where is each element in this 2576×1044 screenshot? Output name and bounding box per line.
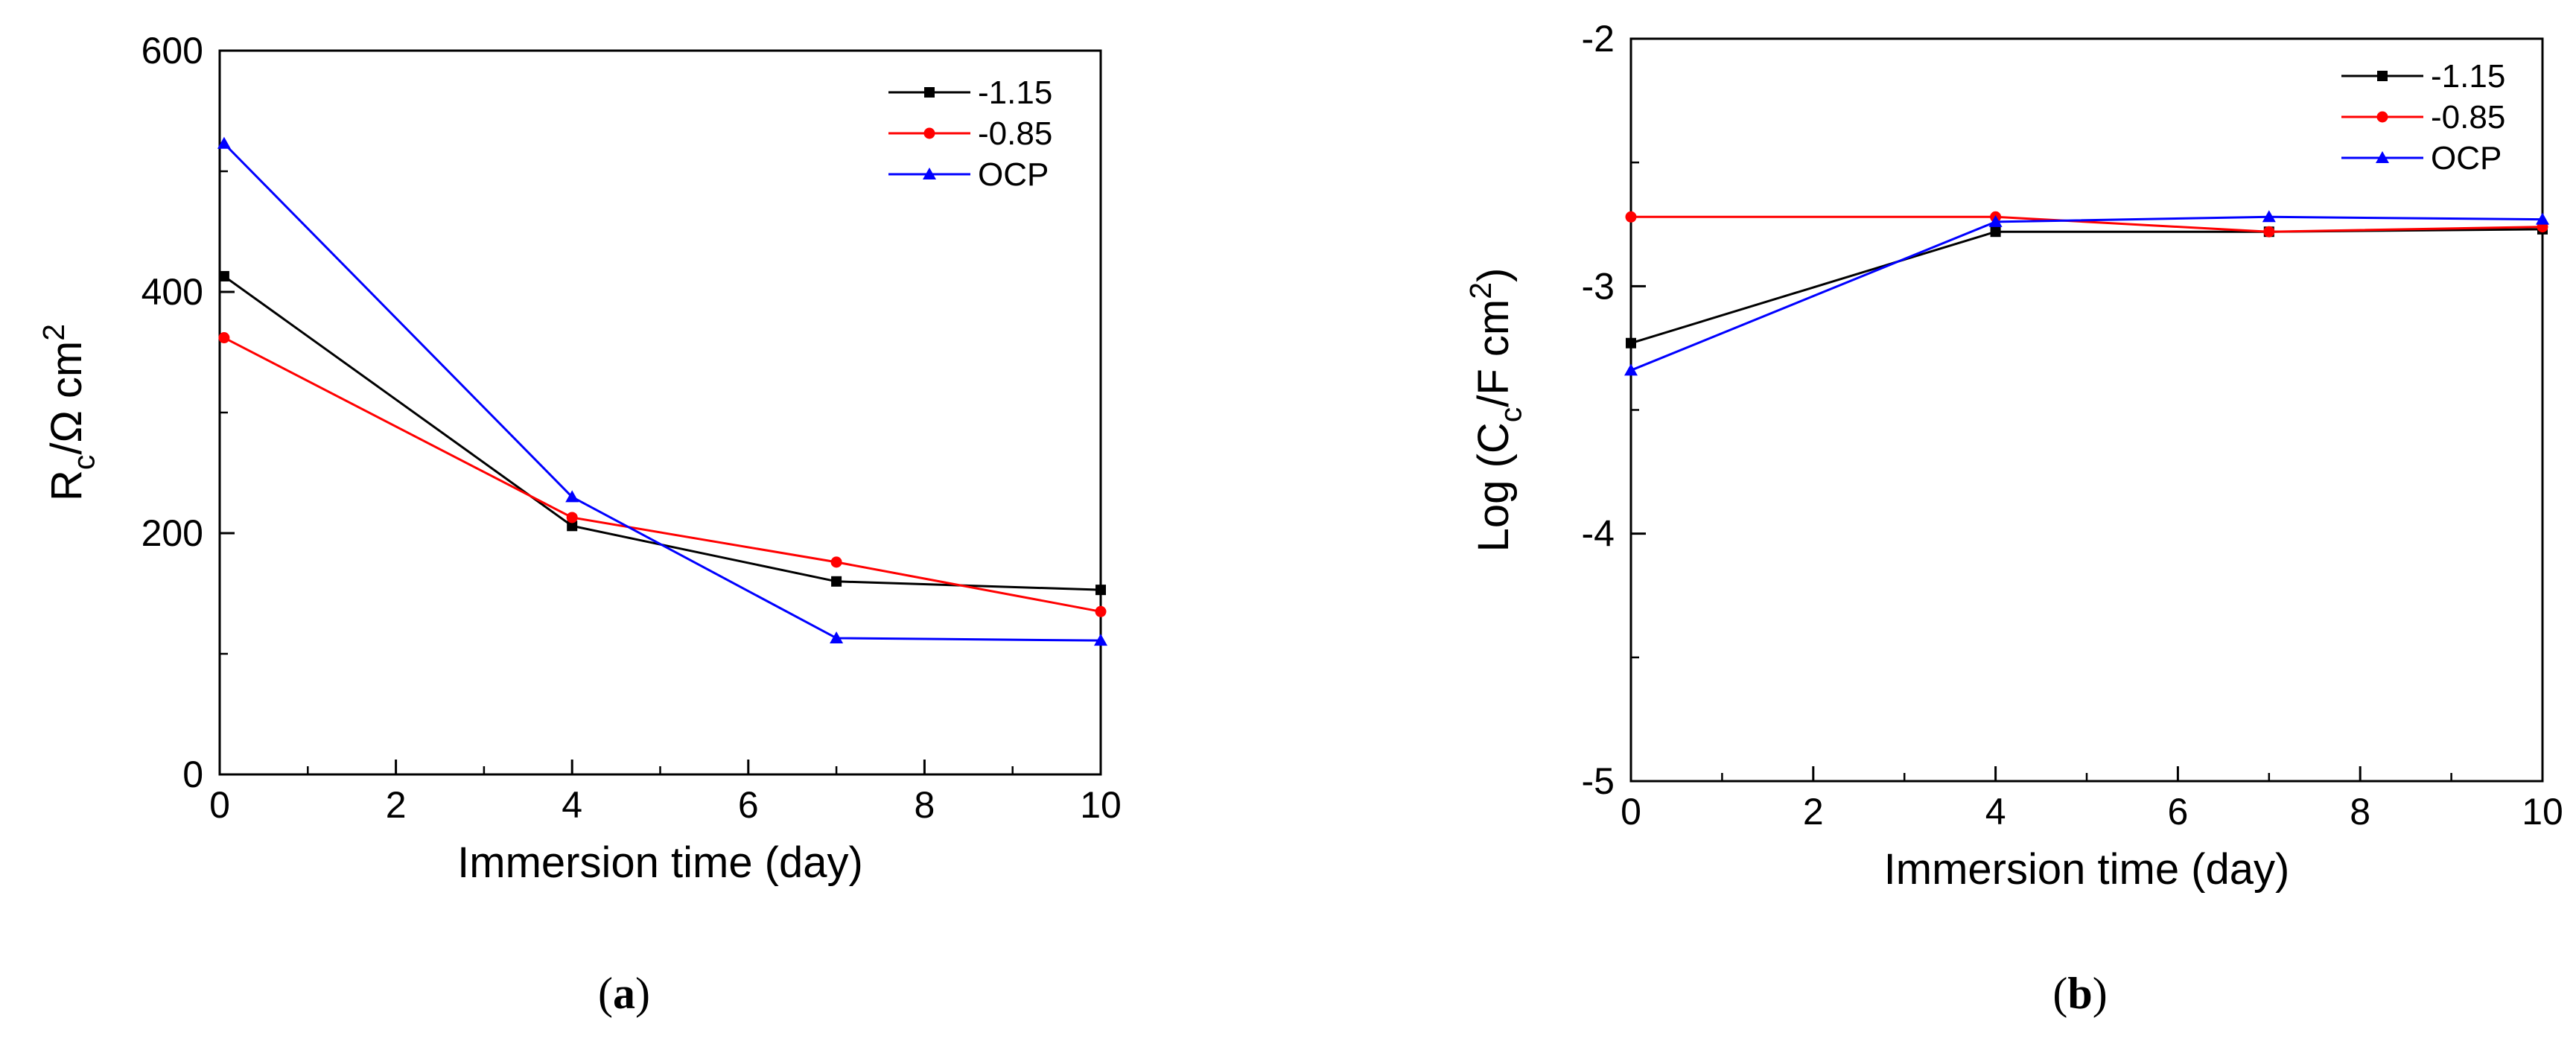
data-point [567,521,578,532]
y-tick-label: -3 [1582,265,1615,307]
caption-open: ( [598,969,613,1018]
chart-panel-a: 0 2 4 6 8 10 0 200 400 600 Immersion time (day) -1.… [141,30,1122,887]
data-point [1095,605,1107,617]
series-line [1631,215,2543,233]
caption-open: ( [2052,969,2068,1018]
y-tick-label: -5 [1582,760,1615,802]
data-point [1988,214,2003,227]
legend-label: -0.85 [2431,99,2505,136]
y-tick-label: -2 [1582,18,1615,60]
x-tick-label: 2 [1803,791,1824,833]
x-tick-label: 4 [562,784,582,826]
data-point [218,270,229,281]
caption-close: ) [635,969,650,1018]
panel-caption-a: (a) [512,968,736,1028]
legend-label: OCP [2431,140,2502,176]
x-tick-label: 0 [1621,791,1641,833]
x-tick-label: 0 [209,784,230,826]
x-tick-label: 2 [386,784,407,826]
x-tick-label: 10 [1080,784,1122,826]
y-tick-label: 600 [141,30,203,71]
data-point [2263,226,2275,238]
data-point [1094,634,1107,646]
plot-frame [1629,37,2544,783]
x-axis-label: Immersion time (day) [457,838,863,887]
y-tick-label: 200 [141,512,203,554]
legend-label: -1.15 [978,74,1052,111]
y-tick-label: 400 [141,271,203,313]
chart-panel-b: 0 2 4 6 8 10 -5 -4 -3 -2 Immersion time (day) -1.15… [1582,18,2563,894]
data-point [566,512,578,523]
data-point [218,332,230,344]
data-point [1625,211,1637,223]
data-point [2262,210,2276,223]
x-tick-label: 4 [1985,791,2006,833]
legend-swatch-marker [2377,71,2388,81]
series-line [1630,228,2543,345]
legend-swatch-marker [924,87,935,98]
data-point [1990,226,2001,238]
x-tick-label: 6 [2167,791,2188,833]
y-tick-label: 0 [182,754,203,795]
data-point [2536,212,2549,225]
legend-swatch-marker [923,127,935,139]
data-point [830,556,842,568]
x-tick-label: 8 [914,784,935,826]
series-line [1630,215,2543,372]
series-line [223,275,1101,591]
data-point [1624,363,1638,376]
data-point [1095,585,1106,596]
caption-close: ) [2092,969,2108,1018]
y-tick-label: -4 [1582,513,1615,555]
series-line [223,337,1101,613]
y-axis-label: Rc/Ω cm2 [36,324,101,501]
caption-letter: a [613,969,635,1018]
plot-frame [218,49,1102,776]
x-tick-label: 10 [2522,791,2563,833]
legend-label: -0.85 [978,115,1052,152]
data-point [830,631,844,643]
x-tick-label: 6 [738,784,759,826]
caption-letter: b [2067,969,2093,1018]
x-axis-label: Immersion time (day) [1884,845,2290,894]
panel-caption-b: (b) [1968,968,2192,1028]
data-point [565,490,579,503]
x-tick-label: 8 [2350,791,2370,833]
legend-label: OCP [978,156,1049,193]
data-point [1626,337,1636,348]
legend-swatch-marker [2376,151,2389,163]
series-line [223,142,1101,642]
legend-swatch-marker [923,168,936,179]
y-axis-label: Log (Cc/F cm2) [1463,268,1528,553]
legend-swatch-marker [2376,111,2388,123]
data-point [217,136,231,149]
data-point [831,576,842,587]
legend-label: -1.15 [2431,58,2505,95]
